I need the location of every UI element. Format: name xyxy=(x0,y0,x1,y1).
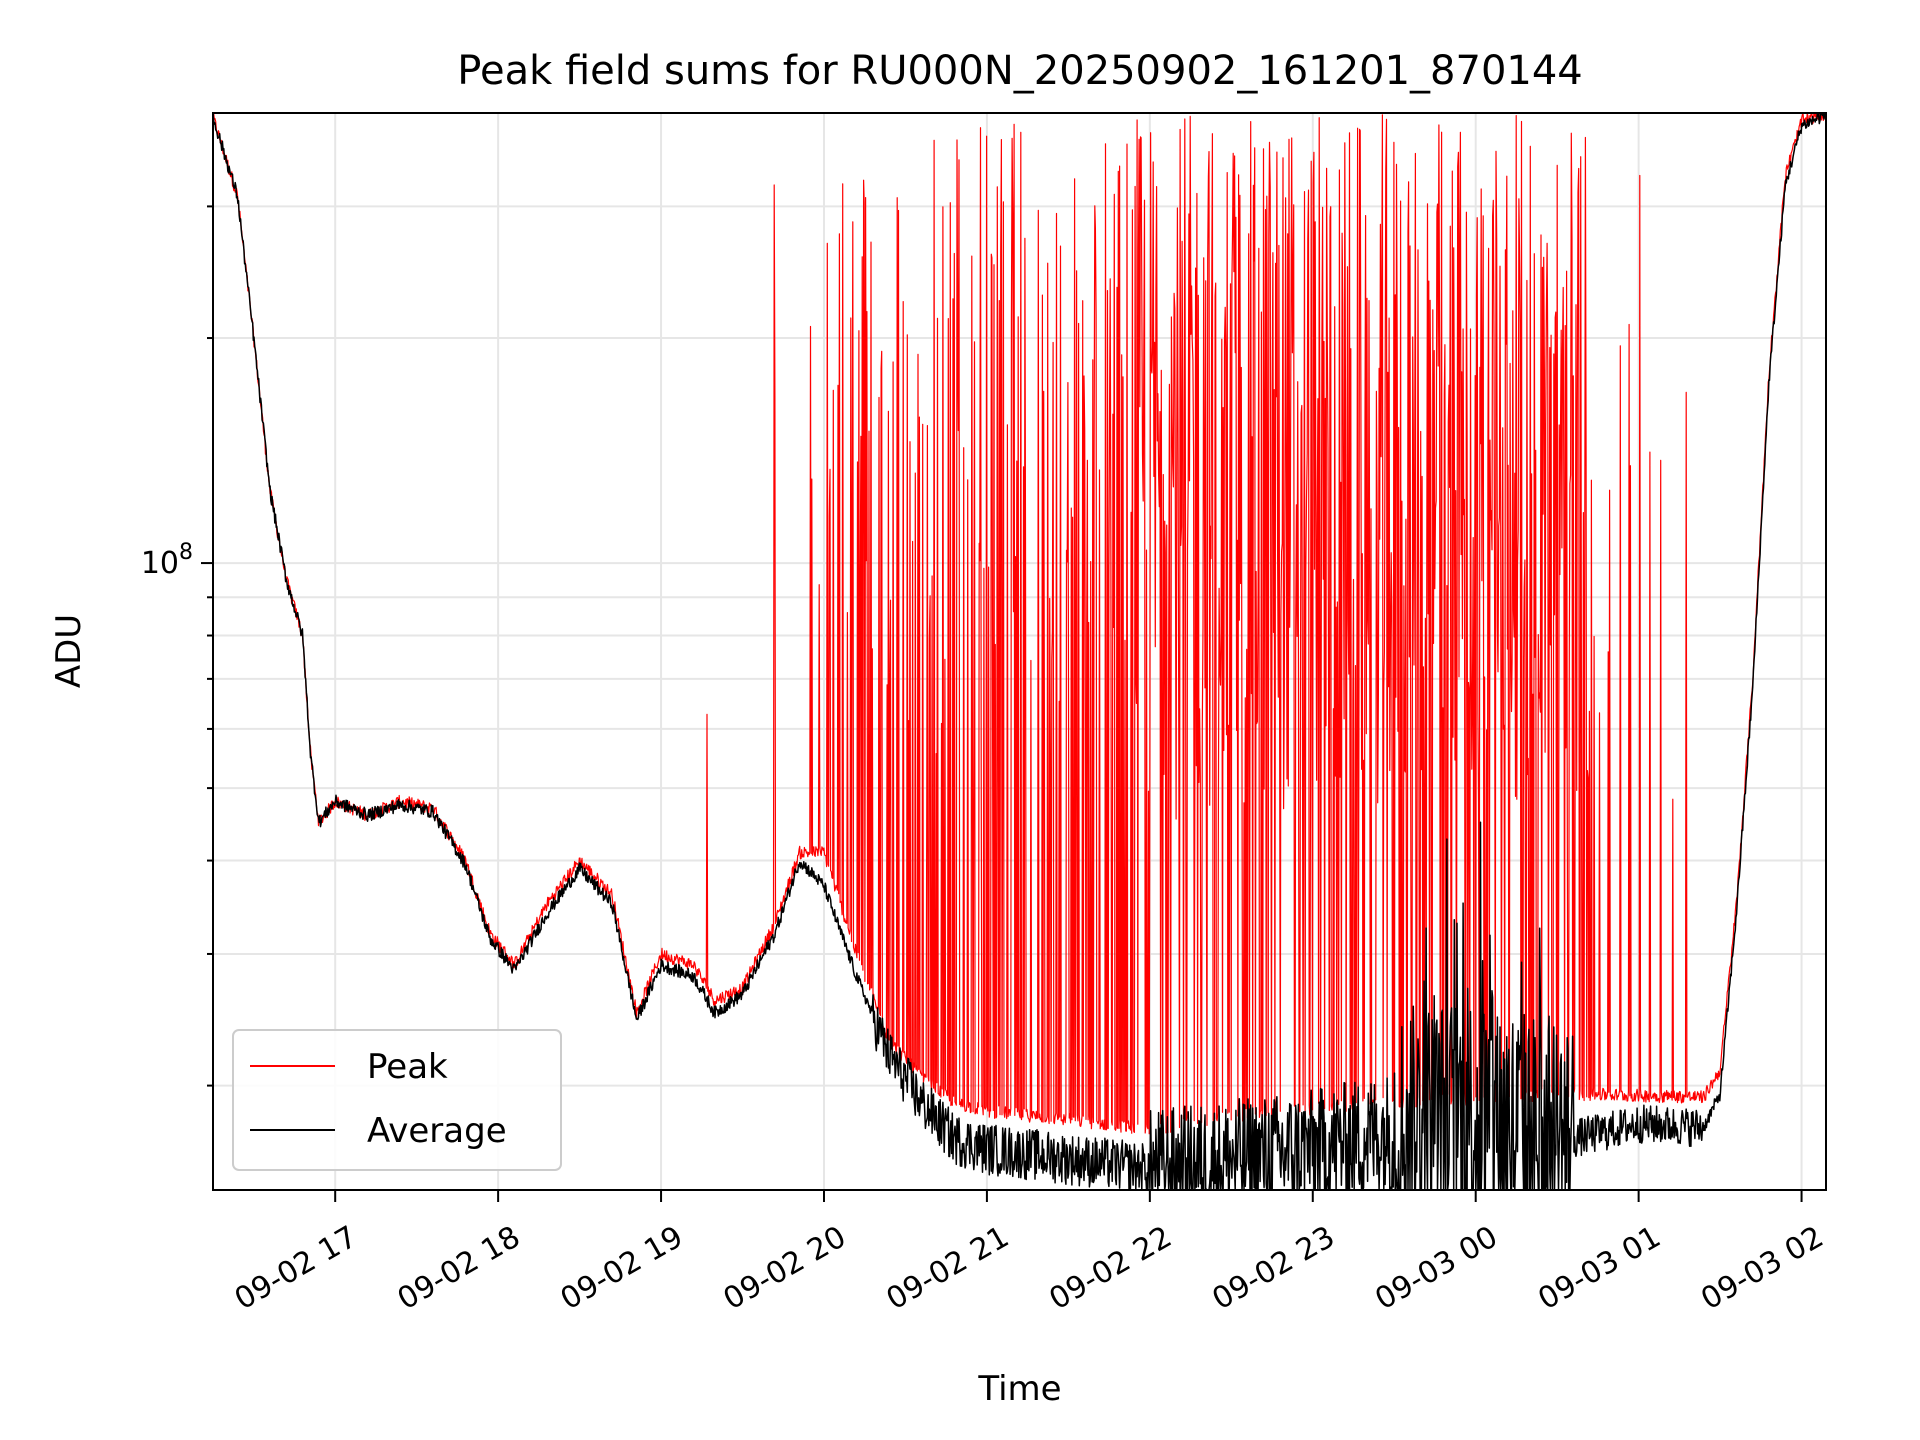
series-line-average xyxy=(212,112,1827,1191)
legend-label-average: Average xyxy=(367,1111,507,1151)
legend: Peak Average xyxy=(232,1029,562,1171)
y-axis-label: ADU xyxy=(49,614,89,688)
series-average xyxy=(212,112,1827,1191)
plot-area-frame xyxy=(212,112,1827,1191)
legend-label-peak: Peak xyxy=(367,1047,448,1087)
x-axis-label: Time xyxy=(977,1369,1061,1409)
chart-title: Peak field sums for RU000N_20250902_1612… xyxy=(457,48,1582,94)
y-tick-label: 108 xyxy=(141,540,193,581)
y-axis: 108 xyxy=(141,205,213,1087)
